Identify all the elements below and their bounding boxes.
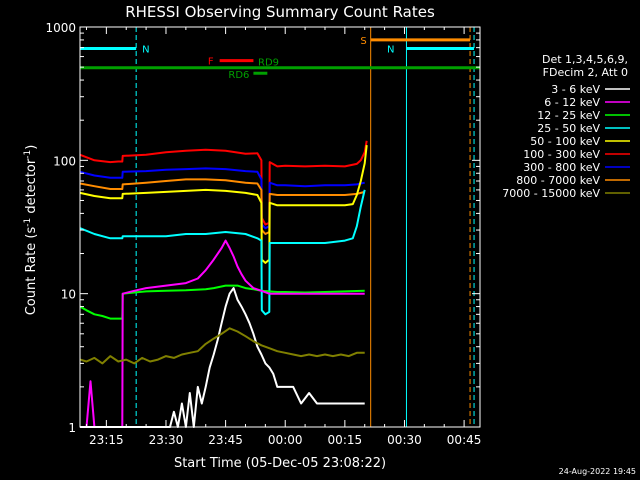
x-tick-label-3: 00:00 xyxy=(268,433,303,447)
series-line-0 xyxy=(79,140,368,226)
y-axis-label: Count Rate (s-1 detector-1) xyxy=(23,145,39,316)
legend-label-7: 800 - 7000 keV xyxy=(516,174,600,187)
y-tick-label-2: 100 xyxy=(53,154,76,168)
legend-label-3: 25 - 50 keV xyxy=(537,122,600,135)
chart-title: RHESSI Observing Summary Count Rates xyxy=(125,3,435,21)
y-axis-label-part1: Count Rate (s xyxy=(24,227,39,316)
flag-label-1: N xyxy=(387,44,394,55)
series-line-3 xyxy=(79,144,368,264)
y-axis-label-sup1: -1 xyxy=(23,218,33,227)
y-tick-label-0: 1 xyxy=(68,421,76,435)
flag-label-4: RD9 xyxy=(258,58,279,69)
series-line-2 xyxy=(79,178,365,235)
y-axis-ticks: 1 10 100 1000 xyxy=(45,21,480,435)
legend-label-1: 6 - 12 keV xyxy=(544,96,600,109)
series-line-7 xyxy=(80,287,365,428)
series-line-1 xyxy=(79,167,365,230)
series-line-4 xyxy=(79,189,366,316)
legend-label-6: 300 - 800 keV xyxy=(523,161,600,174)
plot-area: N N S F RD9 RD6 xyxy=(79,27,480,428)
x-tick-label-5: 00:30 xyxy=(387,433,422,447)
x-tick-label-1: 23:30 xyxy=(149,433,184,447)
legend: Det 1,3,4,5,6,9,FDecim 2, Att 0 3 - 6 keV… xyxy=(502,53,630,200)
series-line-5 xyxy=(79,284,365,320)
x-tick-label-4: 00:15 xyxy=(328,433,363,447)
y-axis-label-sup2: -1 xyxy=(23,150,33,159)
legend-label-2: 12 - 25 keV xyxy=(537,109,600,122)
y-tick-label-3: 1000 xyxy=(45,21,76,35)
y-axis-label-part3: ) xyxy=(24,145,39,150)
legend-label-5: 100 - 300 keV xyxy=(523,148,600,161)
x-tick-label-0: 23:15 xyxy=(89,433,124,447)
series-line-8 xyxy=(79,327,365,365)
legend-label-8: 7000 - 15000 keV xyxy=(502,187,600,200)
flag-label-2: S xyxy=(360,36,366,47)
legend-label-4: 50 - 100 keV xyxy=(530,135,600,148)
flag-label-5: RD6 xyxy=(228,70,249,81)
x-axis-ticks: 23:15 23:30 23:45 00:00 00:15 00:30 00:45 xyxy=(85,27,482,447)
x-axis-label: Start Time (05-Dec-05 23:08:22) xyxy=(174,456,386,471)
footer-timestamp: 24-Aug-2022 19:45 xyxy=(559,467,636,476)
y-tick-label-1: 10 xyxy=(61,288,76,302)
flag-label-0: N xyxy=(142,44,149,55)
y-axis-label-part2: detector xyxy=(24,158,39,218)
flag-label-3: F xyxy=(208,57,214,68)
legend-label-0: 3 - 6 keV xyxy=(551,83,600,96)
x-tick-label-6: 00:45 xyxy=(447,433,482,447)
x-tick-label-2: 23:45 xyxy=(208,433,243,447)
legend-header-0: Det 1,3,4,5,6,9, xyxy=(542,53,628,66)
axes-frame xyxy=(79,26,481,428)
axes-box xyxy=(79,26,481,428)
legend-header-1: FDecim 2, Att 0 xyxy=(543,66,628,79)
